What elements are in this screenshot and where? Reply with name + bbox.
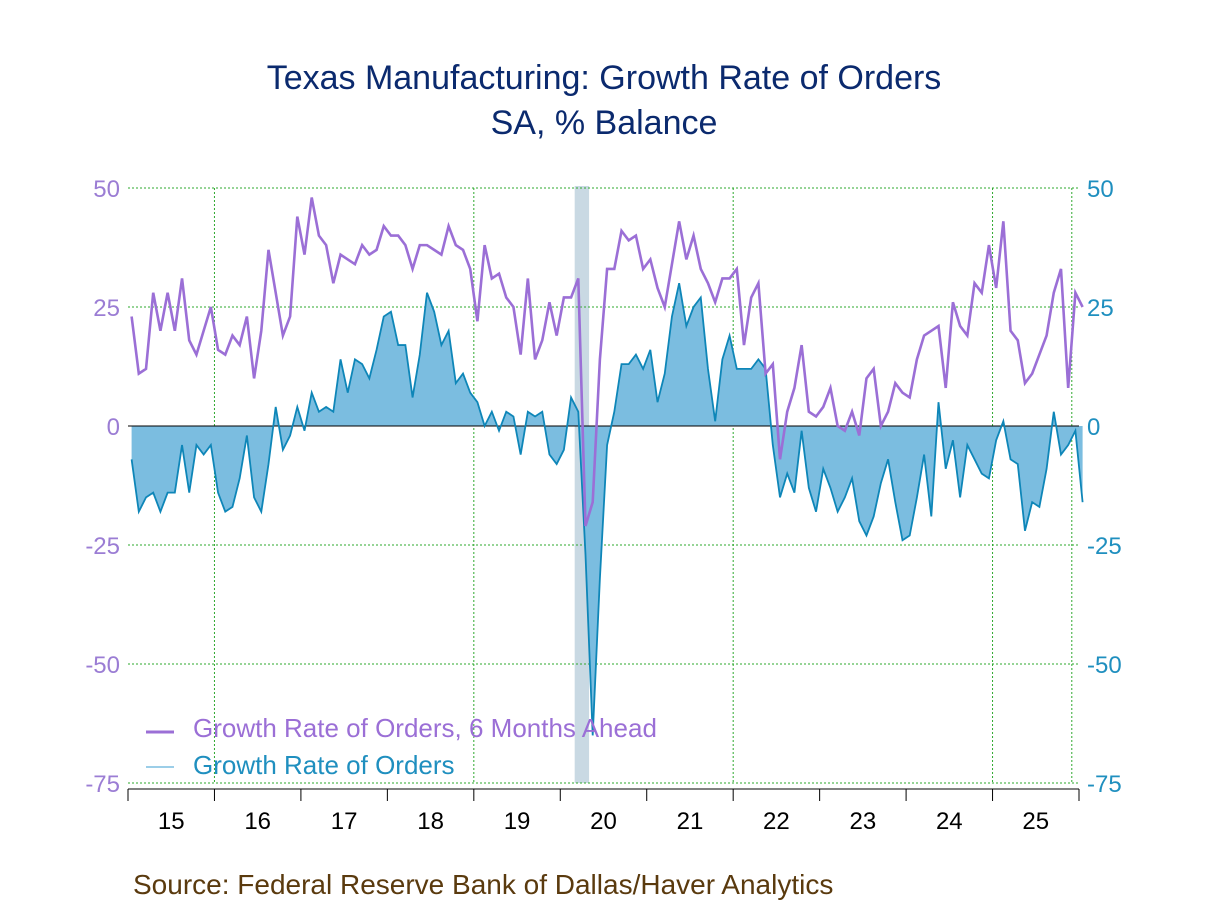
y-left-tick-label: -25 <box>85 533 120 560</box>
x-tick-label: 17 <box>331 808 358 835</box>
x-tick-label: 24 <box>936 808 963 835</box>
y-left-tick-label: -50 <box>85 652 120 679</box>
y-axis-right: 50 25 0 -25 -50 -75 <box>1087 176 1122 798</box>
orders-area-fill <box>131 283 1083 736</box>
chart-title: Texas Manufacturing: Growth Rate of Orde… <box>267 59 942 97</box>
x-axis: 15 16 17 18 19 20 21 22 23 24 25 <box>127 788 1080 835</box>
x-tick-label: 19 <box>504 808 531 835</box>
y-left-tick-label: 25 <box>93 295 120 322</box>
gridlines <box>128 187 1079 784</box>
y-right-tick-label: 0 <box>1087 414 1100 441</box>
y-right-tick-label: -50 <box>1087 652 1122 679</box>
x-tick-label: 23 <box>850 808 877 835</box>
series-line-growth-rate-6-months-ahead <box>130 197 1084 527</box>
y-axis-left: 50 25 0 -25 -50 -75 <box>85 176 120 798</box>
legend-label-orders: Growth Rate of Orders <box>193 750 455 780</box>
chart-subtitle: SA, % Balance <box>491 104 718 142</box>
x-tick-label: 16 <box>244 808 271 835</box>
plot-area <box>128 186 1084 784</box>
y-right-tick-label: 25 <box>1087 295 1114 322</box>
y-right-tick-label: -25 <box>1087 533 1122 560</box>
x-tick-label: 22 <box>763 808 790 835</box>
source-note: Source: Federal Reserve Bank of Dallas/H… <box>133 869 833 900</box>
x-tick-label: 15 <box>158 808 185 835</box>
y-right-tick-label: -75 <box>1087 771 1122 798</box>
legend: Growth Rate of Orders, 6 Months Ahead Gr… <box>146 713 657 780</box>
x-tick-label: 18 <box>417 808 444 835</box>
y-left-tick-label: 50 <box>93 176 120 203</box>
y-left-tick-label: -75 <box>85 771 120 798</box>
y-left-tick-label: 0 <box>107 414 120 441</box>
y-right-tick-label: 50 <box>1087 176 1114 203</box>
series-line-growth-rate-of-orders <box>130 283 1084 736</box>
legend-label-6-months-ahead: Growth Rate of Orders, 6 Months Ahead <box>193 713 657 743</box>
x-tick-label: 25 <box>1022 808 1049 835</box>
x-tick-label: 20 <box>590 808 617 835</box>
x-tick-label: 21 <box>677 808 704 835</box>
